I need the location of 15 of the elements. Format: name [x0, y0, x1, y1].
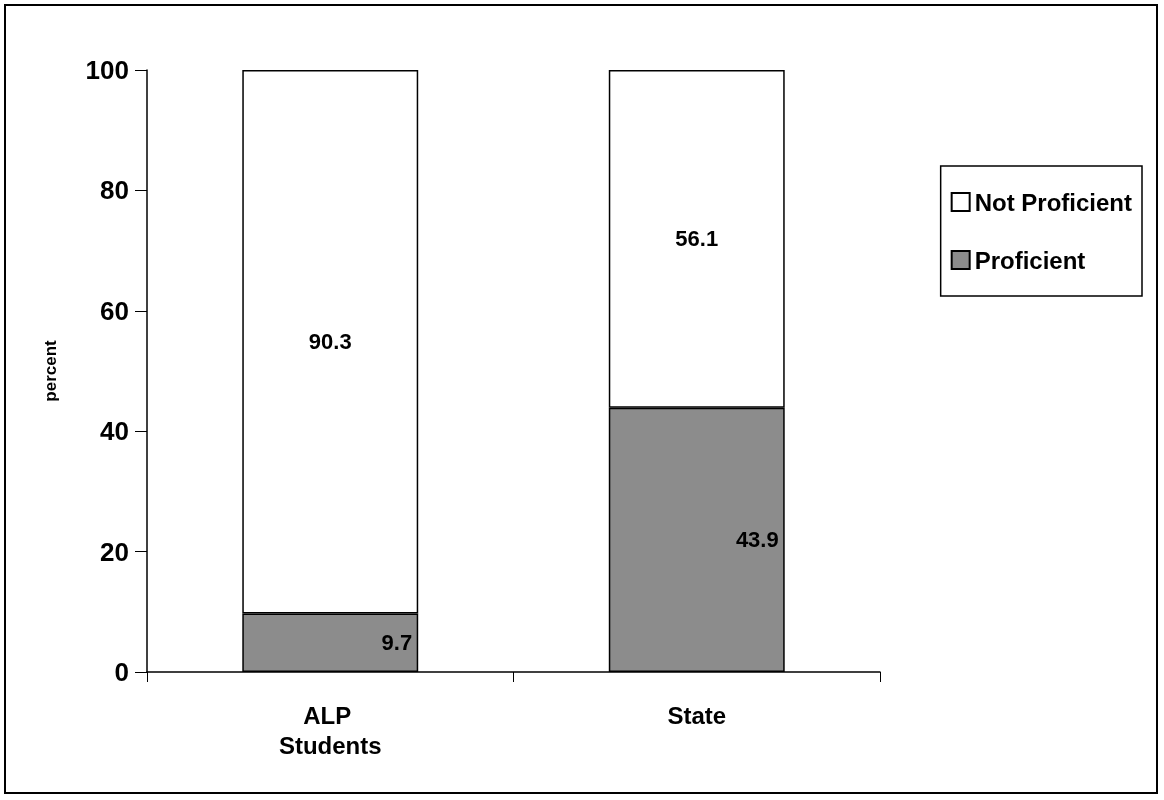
legend-label: Proficient — [974, 246, 1086, 274]
y-tick-label: 100 — [85, 55, 129, 85]
x-tick-label: ALP Students — [278, 701, 382, 759]
data-label: 90.3 — [308, 329, 352, 355]
legend-label: Not Proficient — [974, 188, 1133, 216]
x-tick-label: State — [667, 701, 727, 729]
y-tick-label: 40 — [100, 416, 129, 447]
data-label: 56.1 — [675, 226, 719, 252]
data-label: 9.7 — [381, 630, 413, 656]
y-axis-title: percent — [41, 339, 60, 402]
y-tick-label: 0 — [114, 657, 129, 687]
data-label: 43.9 — [735, 527, 779, 553]
y-tick-label: 60 — [100, 295, 129, 326]
y-tick-label: 20 — [100, 536, 129, 567]
y-tick-label: 80 — [100, 175, 129, 206]
